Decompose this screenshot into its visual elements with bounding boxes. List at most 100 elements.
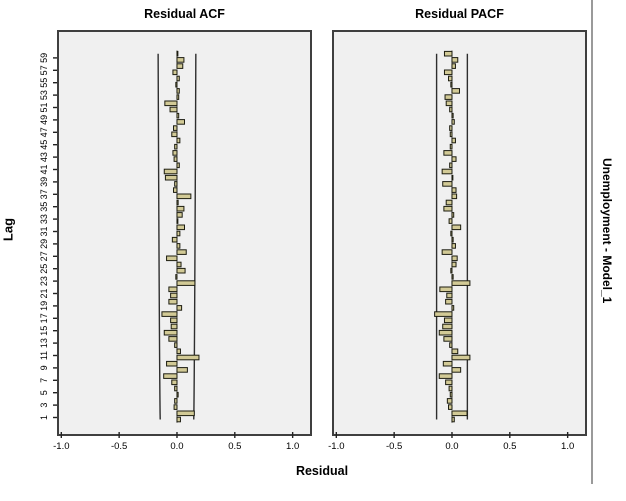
bar-lag-36	[445, 199, 453, 206]
x-tick-label: 1.0	[286, 441, 300, 452]
bar-lag-8	[438, 373, 453, 379]
bar-lag-57	[443, 69, 453, 76]
lag-tick-label: 57	[39, 65, 49, 75]
lag-tick-label: 13	[39, 338, 49, 348]
lag-tick-label: 59	[39, 53, 49, 63]
bar-lag-20	[168, 298, 178, 305]
bar-lag-7	[445, 379, 453, 386]
lag-tick-label: 51	[39, 102, 49, 112]
model-label-divider	[591, 0, 593, 484]
bar-lag-56	[448, 75, 453, 82]
lag-tick-label: 55	[39, 78, 49, 88]
bar-lag-56	[176, 75, 180, 82]
bar-lag-27	[451, 255, 458, 262]
bar-lag-25	[176, 267, 186, 274]
bar-lag-32	[451, 224, 462, 231]
bar-lag-33	[176, 218, 179, 224]
bar-lag-28	[441, 249, 453, 255]
bar-lag-40	[164, 174, 178, 181]
bar-lag-35	[176, 205, 185, 212]
lag-tick-label: 41	[39, 164, 49, 174]
bar-lag-13	[449, 342, 453, 348]
lag-tick-label: 27	[39, 251, 49, 261]
bar-lag-49	[176, 119, 186, 125]
bar-lag-53	[444, 94, 453, 100]
bar-lag-10	[166, 360, 178, 367]
bar-lag-7	[171, 379, 178, 386]
lag-tick-label: 29	[39, 239, 49, 249]
x-tick-label: 0.0	[170, 441, 184, 452]
pacf-x-axis-ticks	[335, 432, 569, 438]
bar-lag-40	[451, 174, 454, 181]
lag-tick-label: 9	[39, 365, 49, 370]
bar-lag-16	[442, 323, 453, 330]
lag-tick-axis: 1357911131517192123252729313335373941434…	[39, 53, 59, 420]
bar-lag-8	[163, 373, 178, 379]
bar-lag-4	[174, 398, 178, 404]
bar-lag-36	[176, 199, 179, 206]
bar-lag-1	[176, 416, 181, 423]
x-tick-label: 0.5	[228, 441, 242, 452]
bar-lag-23	[176, 280, 196, 286]
lag-tick-label: 35	[39, 202, 49, 212]
bar-lag-26	[451, 261, 457, 268]
bar-lag-46	[176, 137, 181, 144]
bar-lag-4	[446, 398, 453, 404]
x-tick-label: -1.0	[53, 441, 70, 452]
bar-lag-41	[441, 168, 453, 175]
bar-lag-12	[451, 348, 459, 355]
bar-lag-45	[174, 143, 178, 150]
bar-lag-42	[176, 162, 180, 169]
bar-lag-50	[451, 112, 454, 119]
bar-lag-29	[176, 243, 181, 249]
lag-tick-label: 45	[39, 140, 49, 150]
lag-tick-label: 43	[39, 152, 49, 162]
bar-lag-58	[176, 63, 184, 69]
bar-lag-23	[451, 280, 471, 286]
bar-lag-6	[174, 385, 178, 392]
bar-lag-41	[163, 168, 178, 175]
pacf-chart	[434, 50, 471, 423]
bar-lag-42	[449, 162, 453, 169]
bar-lag-34	[451, 212, 455, 218]
bar-lag-25	[450, 267, 453, 274]
bar-lag-2	[451, 410, 468, 417]
bar-lag-45	[449, 143, 453, 150]
bar-lag-43	[173, 156, 178, 162]
bar-lag-20	[445, 298, 453, 305]
lag-tick-label: 31	[39, 226, 49, 236]
bar-lag-31	[450, 230, 453, 237]
bar-lag-9	[451, 367, 462, 373]
bar-lag-44	[443, 150, 453, 156]
lag-tick-label: 15	[39, 326, 49, 336]
bar-lag-60	[176, 50, 179, 57]
bar-lag-47	[449, 131, 453, 138]
bar-lag-15	[438, 329, 453, 336]
bar-lag-10	[442, 360, 453, 367]
bar-lag-13	[174, 342, 178, 348]
bar-lag-2	[176, 410, 195, 417]
bar-lag-48	[173, 125, 178, 131]
bar-lag-24	[451, 274, 454, 280]
bar-lag-27	[166, 255, 178, 262]
bar-lag-12	[176, 348, 181, 355]
bar-lag-21	[446, 292, 453, 299]
bar-lag-39	[174, 181, 178, 187]
x-tick-label: 1.0	[561, 441, 575, 452]
lag-tick-label: 19	[39, 301, 49, 311]
bar-lag-54	[176, 88, 180, 94]
lag-tick-label: 37	[39, 189, 49, 199]
lag-tick-label: 49	[39, 115, 49, 125]
bar-lag-19	[451, 305, 455, 311]
bar-lag-15	[163, 329, 178, 336]
bar-lag-17	[443, 317, 453, 324]
lag-tick-label: 3	[39, 403, 49, 408]
bar-lag-3	[173, 404, 178, 410]
bar-lag-39	[442, 181, 453, 187]
bar-lag-54	[451, 88, 461, 94]
bar-lag-32	[176, 224, 186, 231]
lag-tick-label: 39	[39, 177, 49, 187]
bar-lag-48	[449, 125, 453, 131]
bar-lag-21	[170, 292, 178, 299]
